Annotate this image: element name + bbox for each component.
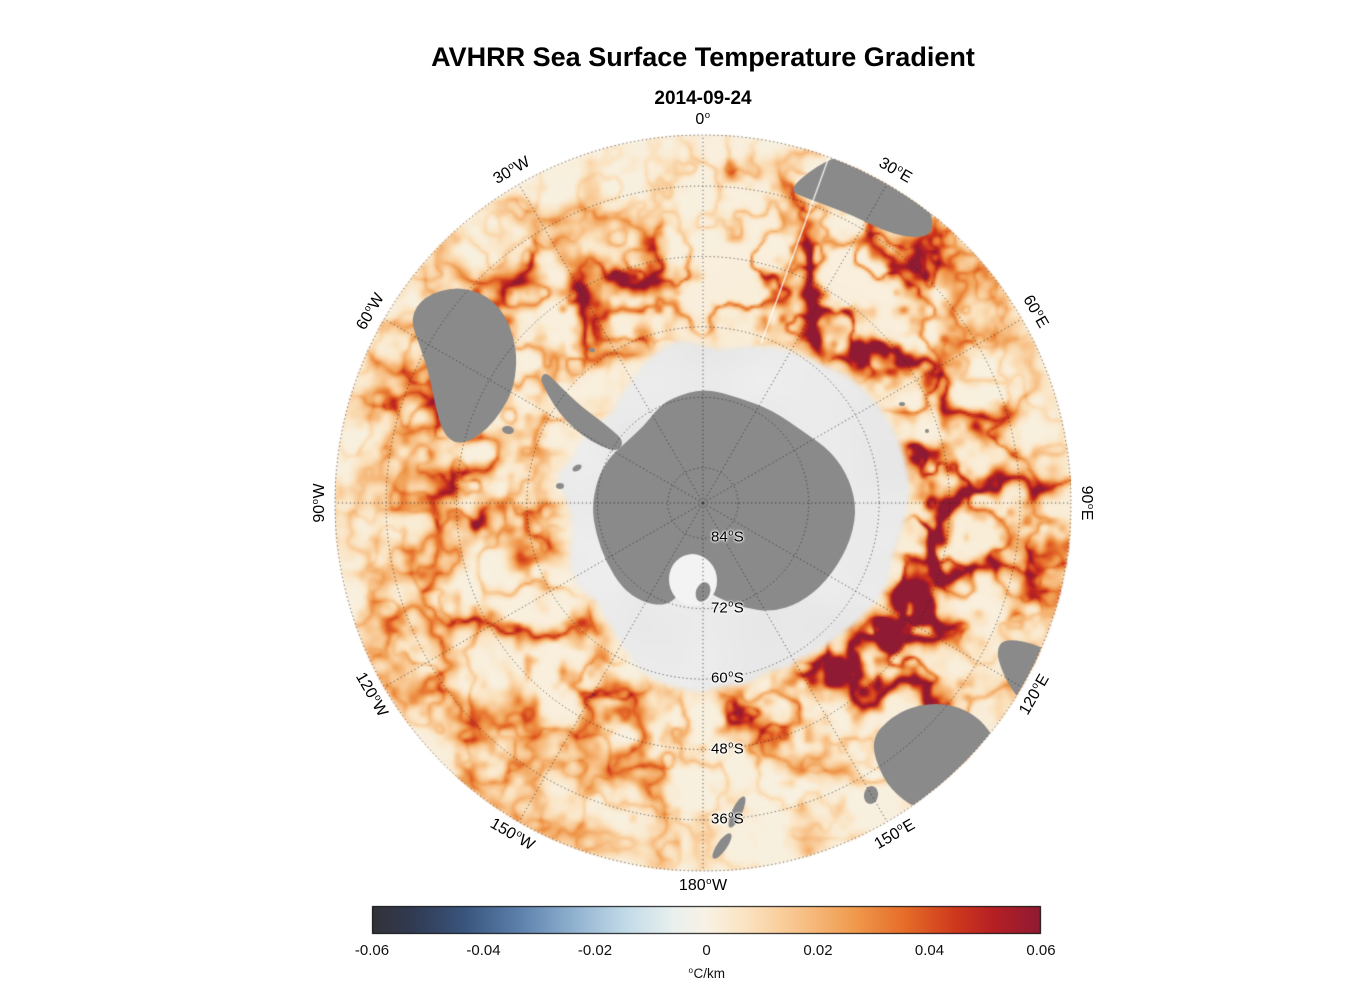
polar-map-canvas	[0, 0, 1356, 1000]
figure: AVHRR Sea Surface Temperature Gradient 2…	[0, 0, 1356, 1000]
